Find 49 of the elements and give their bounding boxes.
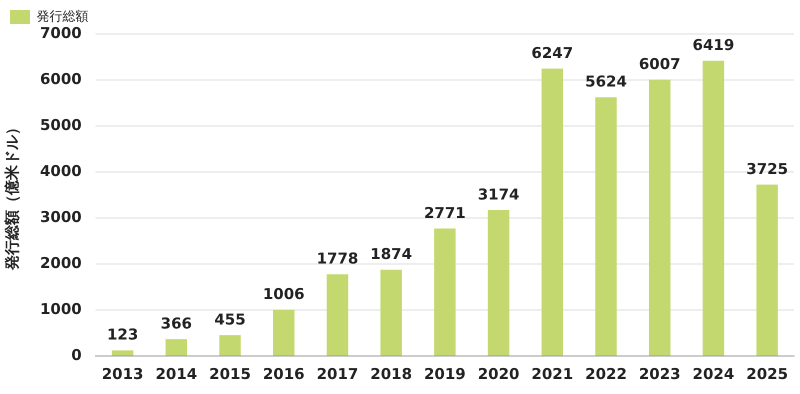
y-tick-label: 1000: [40, 300, 82, 318]
bar: [756, 184, 778, 356]
bar: [219, 335, 241, 356]
legend-label: 発行総額: [36, 9, 88, 24]
x-tick-label: 2016: [262, 364, 305, 383]
bar: [272, 310, 294, 356]
data-label: 3174: [478, 185, 520, 204]
bar: [702, 60, 724, 356]
x-tick-label: 2025: [746, 364, 788, 383]
data-label: 5624: [585, 72, 627, 91]
data-label: 366: [160, 314, 192, 333]
data-label: 1006: [262, 285, 305, 304]
y-tick-label: 0: [71, 346, 82, 364]
x-tick-label: 2023: [638, 364, 681, 383]
y-axis-title: 発行総額（億米ドル）: [2, 120, 21, 271]
y-tick-label: 7000: [40, 24, 82, 42]
bar: [648, 80, 670, 356]
y-tick-label: 5000: [40, 116, 82, 134]
bar: [326, 274, 348, 356]
y-tick-label: 2000: [40, 254, 82, 272]
bar: [542, 68, 564, 356]
data-label: 1778: [316, 250, 358, 268]
bar: [112, 350, 134, 356]
data-label: 455: [214, 310, 246, 328]
bar: [166, 339, 188, 356]
x-tick-label: 2013: [102, 364, 144, 383]
data-label: 3725: [746, 160, 788, 178]
data-label: 6247: [531, 44, 574, 62]
x-tick-label: 2021: [531, 364, 574, 383]
y-tick-label: 6000: [40, 70, 82, 88]
x-tick-label: 2015: [209, 364, 251, 383]
x-tick-label: 2024: [692, 364, 734, 383]
bar: [595, 97, 617, 356]
data-label: 123: [106, 326, 138, 344]
x-tick-label: 2018: [370, 364, 412, 383]
data-label: 1874: [370, 245, 412, 264]
bar: [380, 270, 402, 356]
data-label: 6007: [638, 55, 681, 74]
bar: [488, 210, 510, 356]
x-tick-label: 2022: [585, 364, 627, 383]
x-tick-label: 2020: [478, 364, 520, 383]
y-tick-label: 4000: [40, 162, 82, 180]
x-tick-label: 2019: [424, 364, 466, 383]
data-label: 6419: [692, 36, 734, 54]
data-label: 2771: [424, 204, 466, 222]
x-tick-label: 2017: [316, 364, 358, 383]
bar: [434, 228, 456, 356]
x-tick-label: 2014: [155, 364, 198, 383]
y-tick-label: 3000: [40, 208, 82, 226]
